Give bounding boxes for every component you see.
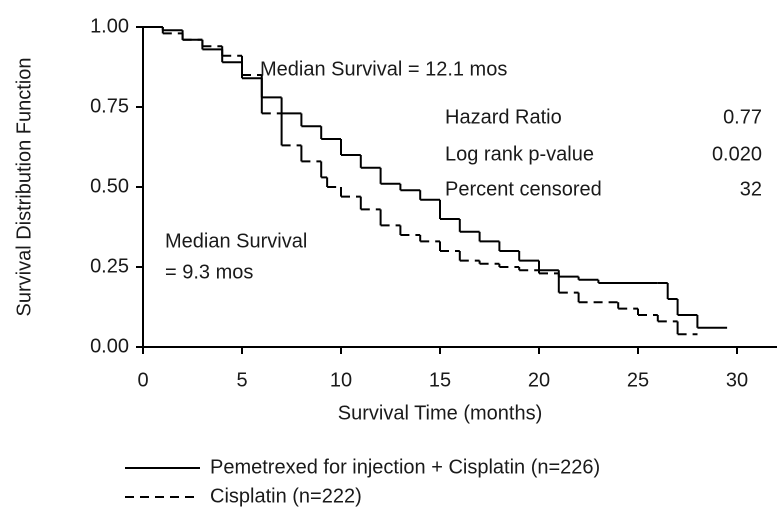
annotation: Median Survival = 12.1 mos bbox=[260, 58, 507, 80]
x-tick-label: 25 bbox=[627, 369, 649, 391]
y-tick-label: 0.25 bbox=[90, 255, 129, 277]
x-tick-label: 0 bbox=[137, 369, 148, 391]
x-tick-label: 10 bbox=[330, 369, 352, 391]
stat-value: 0.020 bbox=[712, 143, 762, 165]
x-tick-label: 5 bbox=[236, 369, 247, 391]
y-tick-label: 0.00 bbox=[90, 335, 129, 357]
y-tick-label: 1.00 bbox=[90, 15, 129, 37]
x-tick-label: 20 bbox=[528, 369, 550, 391]
y-axis-label: Survival Distribution Function bbox=[13, 58, 35, 317]
annotation: Median Survival bbox=[165, 230, 307, 252]
x-tick-label: 30 bbox=[726, 369, 748, 391]
x-tick-label: 15 bbox=[429, 369, 451, 391]
legend-label: Cisplatin (n=222) bbox=[210, 485, 362, 507]
stat-value: 0.77 bbox=[723, 106, 762, 128]
y-tick-label: 0.50 bbox=[90, 175, 129, 197]
x-axis-label: Survival Time (months) bbox=[338, 402, 543, 424]
legend-label: Pemetrexed for injection + Cisplatin (n=… bbox=[210, 456, 600, 478]
y-tick-label: 0.75 bbox=[90, 95, 129, 117]
stat-label: Hazard Ratio bbox=[445, 106, 562, 128]
annotation: = 9.3 mos bbox=[165, 261, 253, 283]
stat-label: Percent censored bbox=[445, 178, 602, 200]
stat-value: 32 bbox=[740, 178, 762, 200]
stat-label: Log rank p-value bbox=[445, 143, 594, 165]
